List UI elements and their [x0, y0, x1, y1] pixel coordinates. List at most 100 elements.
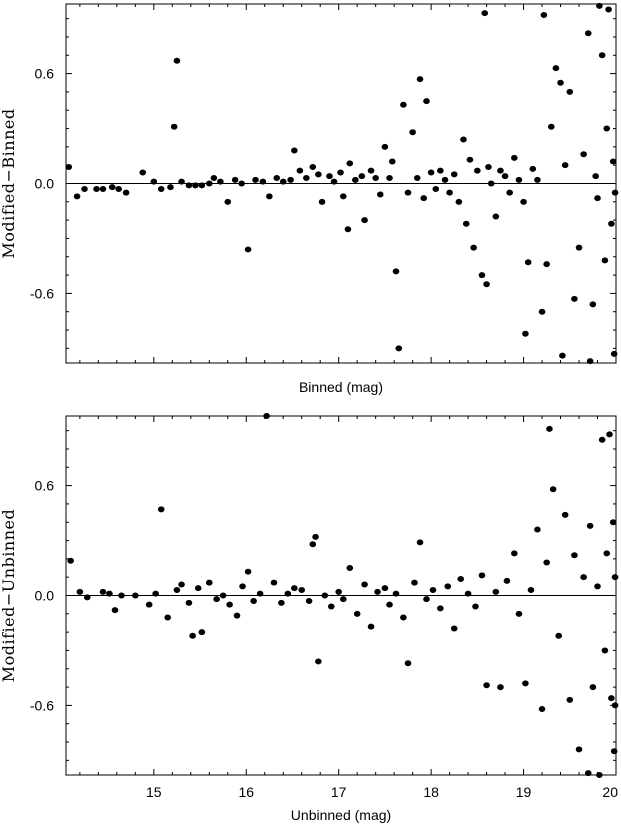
- data-point: [594, 583, 601, 590]
- data-point: [194, 585, 202, 592]
- data-point: [575, 244, 583, 251]
- data-point: [263, 413, 270, 419]
- data-point: [76, 588, 84, 595]
- data-point: [381, 143, 389, 150]
- data-point: [224, 198, 232, 205]
- data-point: [346, 160, 354, 167]
- data-point: [584, 30, 592, 37]
- data-point: [561, 511, 569, 518]
- data-point: [441, 176, 449, 183]
- data-point: [99, 185, 107, 192]
- data-point: [503, 577, 511, 584]
- data-point: [524, 259, 532, 266]
- data-point: [392, 268, 400, 275]
- data-point: [83, 594, 91, 601]
- data-point: [108, 184, 116, 191]
- data-point: [481, 10, 489, 17]
- y-tick-label: 0.0: [35, 176, 55, 192]
- x-tick-label: 18: [423, 784, 439, 800]
- data-point: [178, 178, 185, 185]
- data-point: [527, 587, 535, 594]
- data-point: [609, 158, 617, 165]
- data-point: [361, 217, 368, 224]
- data-point: [549, 486, 557, 493]
- data-point: [309, 164, 317, 171]
- data-point: [291, 147, 298, 154]
- data-point: [106, 590, 113, 597]
- data-point: [432, 185, 440, 192]
- data-point: [346, 565, 354, 572]
- data-point: [423, 596, 430, 603]
- data-point: [534, 176, 541, 183]
- data-point: [580, 574, 587, 581]
- data-point: [374, 588, 381, 595]
- data-point: [250, 597, 257, 604]
- data-point: [450, 171, 458, 178]
- data-point: [210, 175, 218, 182]
- bottom-x-ticks: 15 16 17 18 19 20: [79, 416, 618, 800]
- data-point: [65, 164, 73, 171]
- data-point: [515, 610, 523, 617]
- data-point: [416, 539, 424, 546]
- data-point: [487, 180, 495, 187]
- data-point: [466, 156, 474, 163]
- data-point: [139, 169, 147, 176]
- data-point: [330, 178, 338, 185]
- data-point: [239, 583, 246, 590]
- data-point: [460, 136, 467, 143]
- data-point: [344, 226, 352, 233]
- data-point: [178, 581, 185, 588]
- data-point: [192, 182, 199, 189]
- data-point: [409, 129, 416, 136]
- data-point: [411, 579, 418, 586]
- data-point: [372, 175, 379, 182]
- data-point: [231, 176, 239, 183]
- data-point: [571, 295, 578, 302]
- data-point: [598, 436, 606, 443]
- data-point: [543, 559, 550, 566]
- data-point: [273, 175, 281, 182]
- data-point: [157, 185, 165, 192]
- data-point: [586, 358, 594, 365]
- data-point: [557, 79, 564, 86]
- data-point: [340, 193, 347, 200]
- data-point: [279, 178, 287, 185]
- data-point: [470, 244, 477, 251]
- bottom-x-axis-title: Unbinned (mag): [291, 807, 391, 823]
- data-point: [238, 180, 245, 187]
- data-point: [538, 706, 546, 713]
- data-point: [609, 519, 617, 526]
- data-point: [552, 65, 560, 72]
- data-point: [515, 176, 523, 183]
- data-point: [386, 175, 393, 182]
- data-point: [437, 605, 444, 612]
- data-point: [157, 506, 165, 513]
- data-point: [358, 173, 366, 180]
- data-point: [115, 185, 122, 192]
- data-point: [611, 574, 619, 581]
- data-point: [389, 158, 396, 165]
- data-point: [367, 623, 375, 630]
- data-point: [132, 592, 139, 599]
- data-point: [303, 175, 310, 182]
- data-point: [589, 301, 597, 308]
- data-point: [492, 213, 500, 220]
- data-point: [446, 189, 453, 196]
- data-point: [312, 533, 319, 540]
- data-point: [474, 167, 481, 174]
- data-point: [73, 193, 81, 200]
- data-point: [244, 246, 252, 253]
- data-point: [611, 189, 619, 196]
- data-point: [478, 572, 486, 579]
- data-point: [589, 684, 597, 691]
- data-point: [321, 592, 329, 599]
- data-point: [596, 772, 603, 778]
- data-point: [540, 11, 548, 18]
- data-point: [608, 220, 615, 227]
- data-point: [555, 632, 562, 639]
- data-point: [361, 581, 368, 588]
- data-point: [457, 576, 465, 583]
- y-tick-label: 0.6: [35, 66, 55, 82]
- data-point: [217, 178, 224, 185]
- data-point: [601, 647, 609, 654]
